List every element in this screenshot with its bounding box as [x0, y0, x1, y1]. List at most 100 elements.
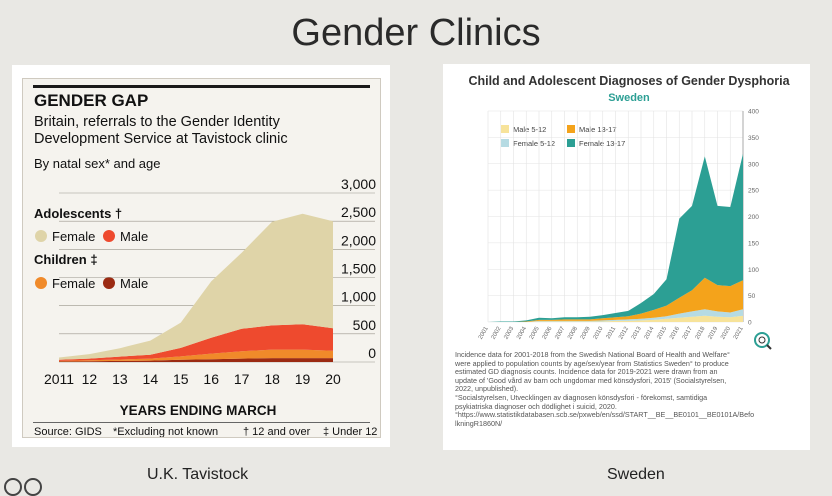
right-x-tick-label: 2004 — [516, 325, 528, 340]
footnote-under-12: ‡ Under 12 — [323, 426, 377, 437]
magnifier-icon[interactable] — [754, 332, 772, 350]
legend-swatch-female-5-12 — [501, 139, 509, 147]
legend-children: Children ‡ — [34, 252, 98, 267]
legend-male-13-17: Male 13-17 — [579, 125, 617, 134]
note-line: 2022, unpublished). — [455, 384, 519, 394]
right-chart-panel: Child and Adolescent Diagnoses of Gender… — [443, 64, 810, 450]
right-x-ticks: 2001 2002 2003 2004 2005 2006 2007 2008 2009 2010… — [478, 325, 745, 340]
legend-swatch-adol-female — [35, 230, 47, 242]
area-series-0 — [59, 358, 333, 362]
note-line: °https://www.statistikdatabasen.scb.se/p… — [455, 410, 755, 420]
note-line: °Socialstyrelsen, Utvecklingen av diagno… — [455, 392, 708, 402]
title-rule — [33, 85, 370, 88]
right-y-tick-label: 350 — [748, 135, 759, 142]
left-areas — [59, 213, 333, 362]
note-line: update of 'Good vård av barn och ungdoma… — [455, 375, 727, 385]
footnote-12-and-over: † 12 and over — [243, 426, 311, 437]
caption-right: Sweden — [607, 466, 665, 483]
right-y-tick-label: 300 — [748, 161, 759, 168]
legend-child-male-label: Male — [120, 276, 148, 291]
right-x-tick-label: 2016 — [669, 325, 681, 340]
area-series-3 — [59, 213, 333, 360]
left-x-tick-label: 19 — [295, 371, 311, 387]
x-axis-label: YEARS ENDING MARCH — [120, 403, 277, 418]
area-series-3 — [488, 153, 743, 322]
right-x-tick-label: 2018 — [695, 325, 707, 340]
left-y-tick-label: 2,500 — [341, 204, 376, 220]
note-line: psykiatriska diagnoser och dödlighet i s… — [455, 401, 617, 411]
left-chart-frame: GENDER GAP Britain, referrals to the Gen… — [22, 78, 381, 438]
right-x-tick-label: 2002 — [491, 325, 503, 340]
bottom-left-control-icon-2[interactable] — [24, 478, 42, 496]
legend-female-5-12: Female 5-12 — [513, 139, 555, 148]
left-y-ticks: 3,000 2,500 2,000 1,500 1,000 500 0 — [341, 176, 376, 361]
right-x-tick-label: 2020 — [720, 325, 732, 340]
right-x-tick-label: 2007 — [554, 325, 566, 340]
right-x-tick-label: 2008 — [567, 325, 579, 340]
right-y-tick-label: 400 — [748, 109, 759, 116]
right-y-tick-label: 50 — [748, 293, 756, 300]
right-x-tick-label: 2019 — [707, 325, 719, 340]
left-x-tick-label: 16 — [203, 371, 219, 387]
slide-title: Gender Clinics — [291, 12, 541, 54]
right-chart-title: Child and Adolescent Diagnoses of Gender… — [468, 74, 790, 88]
note-line: lkningR1860N/ — [455, 418, 503, 428]
right-y-tick-label: 150 — [748, 240, 759, 247]
footer-rule — [33, 422, 370, 423]
area-series-1 — [488, 309, 743, 322]
bottom-left-control-icon[interactable] — [4, 478, 22, 496]
left-y-tick-label: 0 — [368, 345, 376, 361]
right-x-tick-label: 2014 — [644, 325, 656, 340]
legend-swatch-male-5-12 — [501, 125, 509, 133]
left-y-tick-label: 1,500 — [341, 261, 376, 277]
right-chart-subtitle: Sweden — [608, 92, 650, 104]
right-chart-svg: Child and Adolescent Diagnoses of Gender… — [468, 74, 791, 350]
legend-swatch-adol-male — [103, 230, 115, 242]
left-x-tick-label: 2011 — [44, 371, 74, 387]
note-line: Incidence data for 2001-2018 from the Sw… — [455, 350, 730, 359]
legend-adol-female-label: Female — [52, 229, 95, 244]
area-series-2 — [59, 324, 333, 361]
right-y-tick-label: 100 — [748, 267, 759, 274]
left-x-tick-label: 13 — [112, 371, 128, 387]
left-chart-panel: GENDER GAP Britain, referrals to the Gen… — [12, 65, 390, 447]
left-y-tick-label: 500 — [353, 317, 377, 333]
right-y-tick-label: 0 — [748, 320, 752, 327]
legend-swatch-male-13-17 — [567, 125, 575, 133]
right-areas — [488, 153, 743, 322]
left-x-tick-label: 12 — [82, 371, 98, 387]
area-series-2 — [488, 277, 743, 322]
left-y-tick-label: 1,000 — [341, 289, 376, 305]
right-x-tick-label: 2011 — [606, 325, 618, 340]
chart-title: GENDER GAP — [34, 91, 148, 110]
source-note: Source: GIDS — [34, 426, 102, 437]
legend-male-5-12: Male 5-12 — [513, 125, 546, 134]
left-x-ticks: 2011 12 13 14 15 16 17 18 19 20 — [44, 371, 341, 387]
right-notes: Incidence data for 2001-2018 from the Sw… — [455, 350, 805, 428]
legend-adol-male-label: Male — [120, 229, 148, 244]
legend-female-13-17: Female 13-17 — [579, 139, 625, 148]
footnote-excluding: *Excluding not known — [113, 426, 218, 437]
right-x-tick-label: 2006 — [542, 325, 554, 340]
right-x-tick-label: 2015 — [656, 325, 668, 340]
right-y-ticks: 0 50 100 150 200 250 300 350 400 — [748, 109, 759, 327]
caption-left: U.K. Tavistock — [147, 466, 249, 483]
chart-subtitle-line2: Development Service at Tavistock clinic — [34, 131, 288, 147]
chart-subtitle-line1: Britain, referrals to the Gender Identit… — [34, 114, 281, 130]
left-chart-svg: GENDER GAP Britain, referrals to the Gen… — [33, 85, 377, 438]
left-x-tick-label: 15 — [173, 371, 189, 387]
left-x-tick-label: 17 — [234, 371, 250, 387]
right-x-tick-label: 2021 — [733, 325, 745, 340]
note-line: were applied to population counts by age… — [455, 358, 729, 368]
right-x-tick-label: 2013 — [631, 325, 643, 340]
right-y-tick-label: 250 — [748, 188, 759, 195]
right-x-tick-label: 2010 — [593, 325, 605, 340]
right-x-tick-label: 2009 — [580, 325, 592, 340]
chart-by-line: By natal sex* and age — [34, 156, 160, 171]
right-x-tick-label: 2003 — [503, 325, 515, 340]
area-series-1 — [59, 349, 333, 362]
right-x-tick-label: 2001 — [478, 325, 490, 340]
left-x-tick-label: 20 — [325, 371, 341, 387]
right-x-tick-label: 2012 — [618, 325, 630, 340]
left-x-tick-label: 14 — [143, 371, 159, 387]
